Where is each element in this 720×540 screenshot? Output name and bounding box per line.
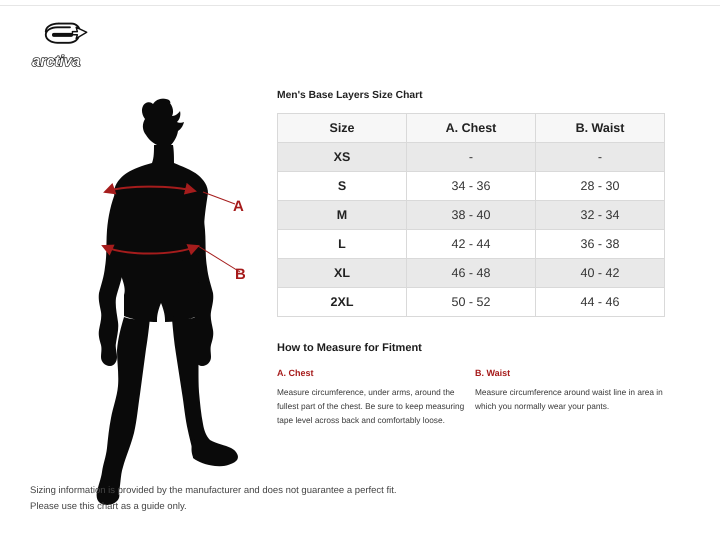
svg-text:A: A: [233, 198, 244, 215]
svg-text:B: B: [235, 266, 245, 283]
